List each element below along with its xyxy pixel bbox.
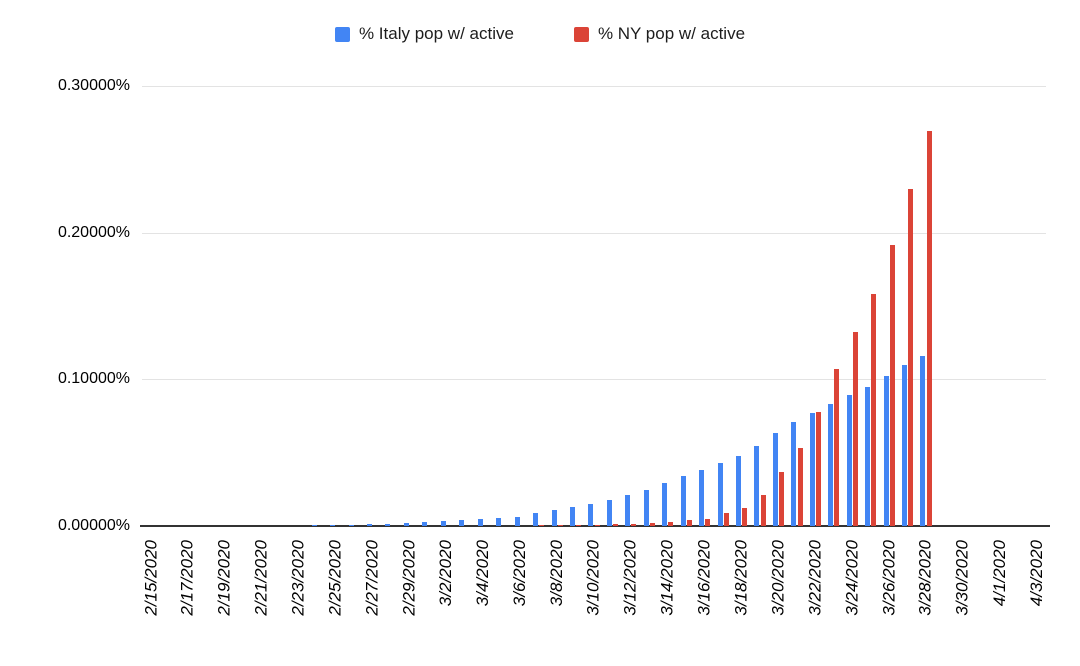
bar[interactable]	[920, 356, 926, 526]
bar[interactable]	[908, 189, 914, 526]
bar[interactable]	[606, 500, 612, 526]
bar[interactable]	[883, 376, 889, 526]
bar[interactable]	[631, 524, 637, 526]
bar[interactable]	[662, 483, 668, 526]
y-tick-label: 0.00000%	[57, 517, 130, 534]
bar[interactable]	[846, 395, 852, 526]
bar[interactable]	[705, 519, 711, 526]
gridline	[142, 379, 1046, 381]
bar[interactable]	[533, 513, 539, 526]
bar[interactable]	[680, 476, 686, 526]
bar[interactable]	[569, 507, 575, 526]
x-axis-line	[140, 525, 1050, 527]
bar[interactable]	[643, 490, 649, 526]
bar[interactable]	[779, 472, 785, 526]
bar[interactable]	[686, 520, 692, 526]
bar[interactable]	[815, 412, 821, 526]
bar[interactable]	[871, 294, 877, 526]
bar[interactable]	[403, 523, 409, 526]
bar[interactable]	[834, 369, 840, 526]
bar[interactable]	[742, 508, 748, 526]
gridline	[142, 232, 1046, 234]
bar[interactable]	[551, 510, 557, 526]
bar[interactable]	[809, 413, 815, 526]
bar[interactable]	[754, 446, 760, 526]
bar[interactable]	[311, 525, 317, 526]
bar[interactable]	[576, 525, 582, 526]
bar[interactable]	[699, 470, 705, 526]
bar[interactable]	[367, 524, 372, 526]
bar[interactable]	[902, 365, 908, 526]
legend-item-italy[interactable]: % Italy pop w/ active	[334, 24, 514, 44]
bar[interactable]	[791, 422, 797, 526]
legend-swatch-ny-icon	[573, 26, 589, 42]
bar[interactable]	[588, 504, 594, 526]
chart-legend: % Italy pop w/ active % NY pop w/ active	[0, 24, 1080, 44]
bar[interactable]	[348, 525, 354, 526]
bar[interactable]	[649, 523, 655, 526]
bar[interactable]	[723, 513, 729, 526]
bar[interactable]	[422, 522, 428, 526]
legend-swatch-italy-icon	[334, 26, 350, 42]
legend-item-ny[interactable]: % NY pop w/ active	[573, 24, 746, 44]
bar[interactable]	[557, 525, 563, 526]
bar[interactable]	[668, 522, 674, 526]
legend-label-italy: % Italy pop w/ active	[358, 24, 514, 43]
bar[interactable]	[440, 521, 446, 526]
bar[interactable]	[852, 332, 858, 526]
y-tick-label: 0.30000%	[57, 77, 130, 94]
legend-label-ny: % NY pop w/ active	[597, 24, 746, 43]
bar[interactable]	[514, 517, 520, 526]
y-tick-label: 0.10000%	[57, 370, 130, 388]
bar[interactable]	[735, 456, 741, 526]
bar[interactable]	[496, 518, 502, 526]
bar[interactable]	[385, 524, 391, 526]
bar[interactable]	[459, 520, 465, 526]
plot-area	[140, 86, 1050, 527]
bar[interactable]	[760, 495, 766, 526]
bar[interactable]	[865, 387, 871, 526]
bar[interactable]	[477, 519, 483, 526]
bar[interactable]	[797, 448, 803, 526]
y-tick-label: 0.20000%	[57, 223, 130, 241]
bar[interactable]	[926, 131, 932, 526]
bar[interactable]	[594, 525, 600, 526]
bar[interactable]	[330, 525, 336, 526]
bar[interactable]	[828, 404, 834, 526]
gridline	[142, 86, 1046, 87]
bar[interactable]	[539, 525, 545, 526]
bar[interactable]	[625, 495, 631, 526]
bar[interactable]	[717, 463, 723, 526]
bar[interactable]	[889, 245, 895, 526]
bar[interactable]	[772, 433, 778, 526]
bar[interactable]	[613, 524, 619, 526]
